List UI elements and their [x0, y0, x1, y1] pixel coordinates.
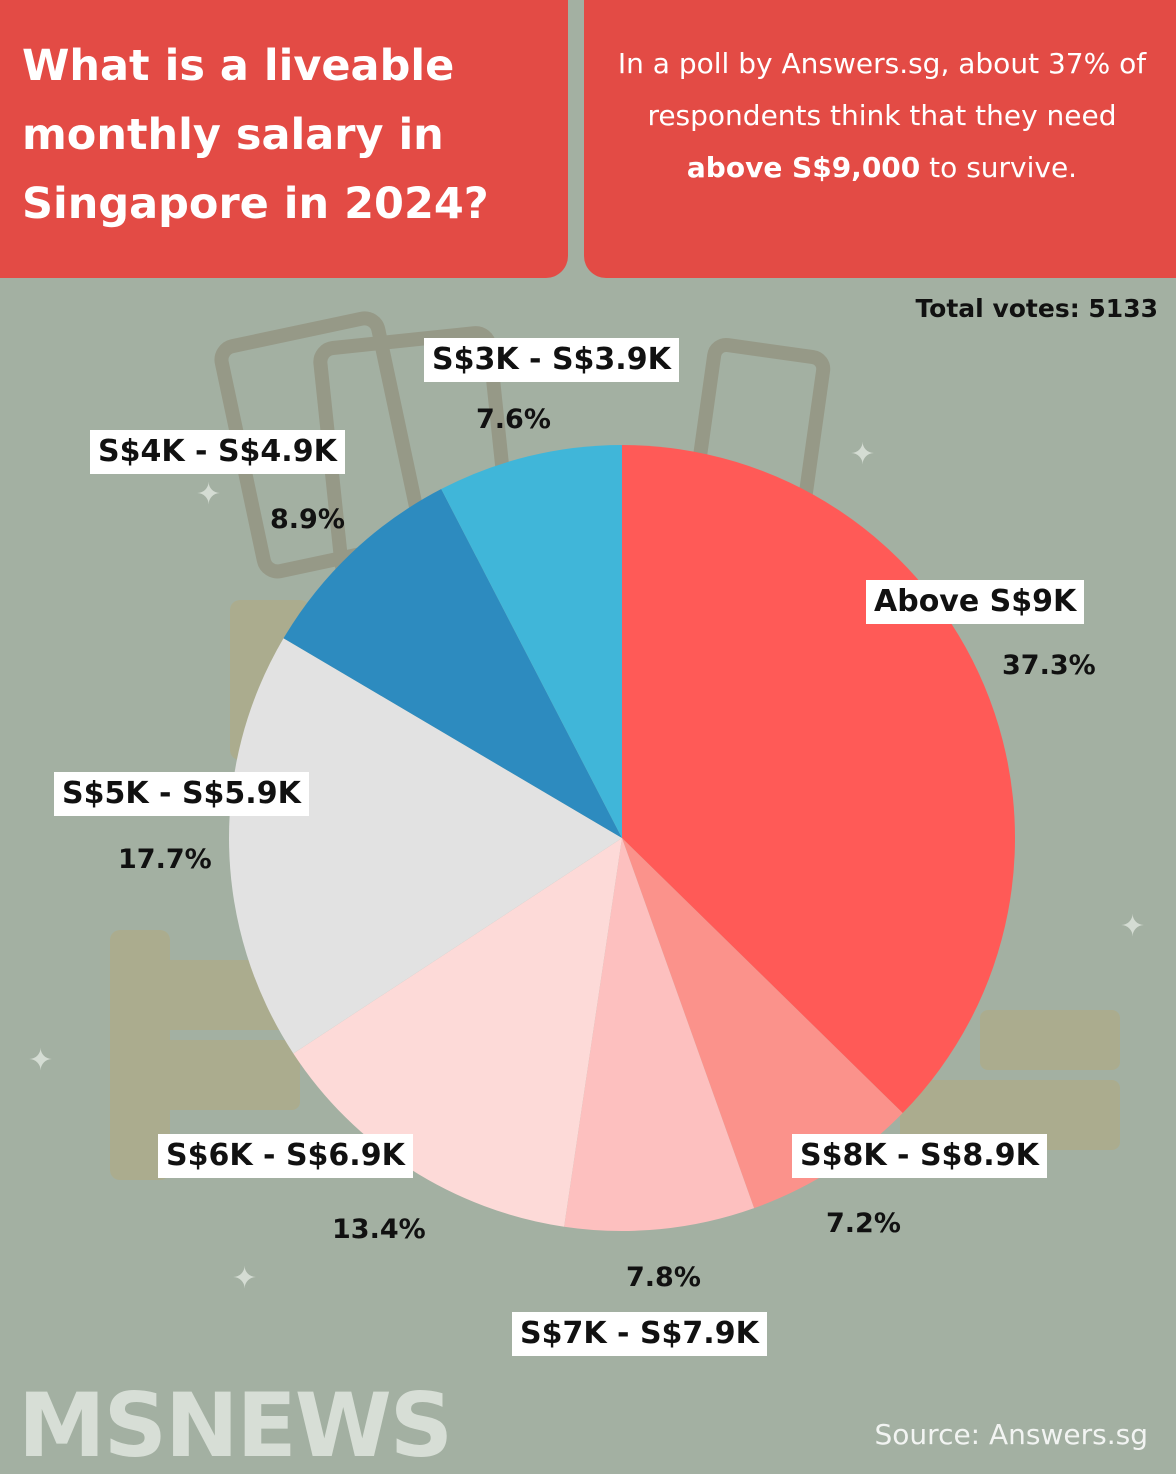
slice-value-label: 37.3% — [1002, 650, 1096, 681]
sparkle-icon: ✦ — [28, 1043, 54, 1078]
slice-value-label: 7.6% — [476, 404, 551, 435]
summary-panel — [584, 0, 1176, 278]
pie-slice — [283, 489, 622, 838]
slice-label: S$7K - S$7.9K — [512, 1312, 767, 1356]
slice-value-label: 17.7% — [118, 844, 212, 875]
slice-label: S$4K - S$4.9K — [90, 430, 345, 474]
sparkle-icon: ✦ — [1120, 909, 1146, 944]
slice-value-label: 8.9% — [270, 504, 345, 535]
poll-summary-text: In a poll by Answers.sg, about 37% of re… — [617, 47, 1147, 133]
sparkle-icon: ✦ — [196, 477, 222, 512]
msnews-logo: MSNEWS — [18, 1374, 453, 1474]
total-votes: Total votes: 5133 — [915, 294, 1158, 323]
source-credit: Source: Answers.sg — [874, 1418, 1148, 1451]
poll-summary: In a poll by Answers.sg, about 37% of re… — [612, 38, 1152, 194]
slice-label: S$8K - S$8.9K — [792, 1134, 1047, 1178]
slice-value-label: 7.2% — [826, 1208, 901, 1239]
slice-label: S$6K - S$6.9K — [158, 1134, 413, 1178]
sparkle-icon: ✦ — [850, 437, 876, 472]
pie-slice — [293, 838, 622, 1227]
slice-label: S$3K - S$3.9K — [424, 338, 679, 382]
poll-summary-highlight: above S$9,000 — [686, 151, 921, 185]
slice-value-label: 7.8% — [626, 1262, 701, 1293]
sparkle-icon: ✦ — [232, 1261, 258, 1296]
title-panel — [0, 0, 568, 278]
pie-slice — [622, 838, 903, 1209]
pie-slice — [441, 445, 622, 838]
pie-slice — [228, 638, 622, 1054]
slice-value-label: 13.4% — [332, 1214, 426, 1245]
page-title: What is a liveable monthly salary in Sin… — [22, 41, 489, 229]
poll-summary-end: to survive. — [920, 151, 1078, 185]
pie-slice — [564, 838, 755, 1231]
slice-label: S$5K - S$5.9K — [54, 772, 309, 816]
slice-label: Above S$9K — [866, 580, 1085, 624]
